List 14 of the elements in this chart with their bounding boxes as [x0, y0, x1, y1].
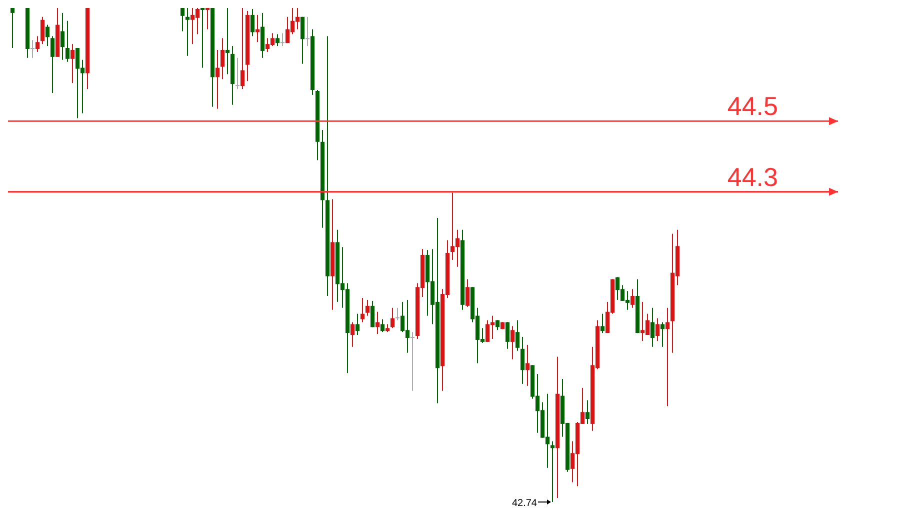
candlestick [200, 8, 204, 68]
candlestick [306, 16, 310, 46]
text: 44.5 [727, 91, 778, 122]
candlestick [226, 8, 230, 74]
candlestick [396, 308, 400, 320]
candlestick [666, 308, 670, 406]
text: 44.3 [727, 162, 778, 192]
candlestick [186, 8, 190, 56]
candlestick [236, 58, 240, 90]
candlestick [410, 332, 414, 391]
candlestick [550, 441, 554, 502]
annotation: 42.74 [512, 498, 538, 509]
candlestick [280, 33, 284, 46]
candlestick [30, 40, 34, 58]
